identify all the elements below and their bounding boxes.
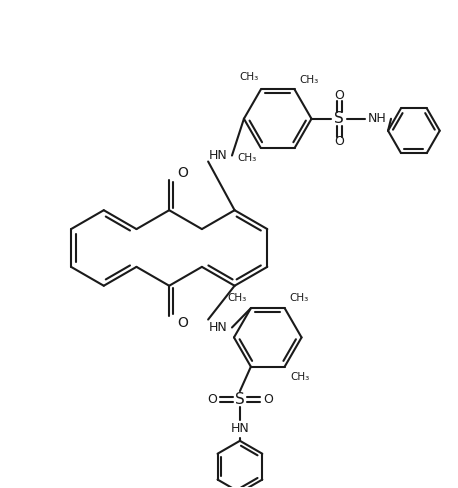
Text: O: O [334, 135, 344, 148]
Text: CH₃: CH₃ [299, 75, 318, 84]
Text: O: O [263, 392, 273, 406]
Text: CH₃: CH₃ [289, 293, 308, 303]
Text: O: O [334, 89, 344, 102]
Text: NH: NH [368, 112, 387, 125]
Text: S: S [334, 111, 344, 126]
Text: O: O [178, 316, 189, 329]
Text: CH₃: CH₃ [239, 72, 258, 81]
Text: O: O [178, 166, 189, 181]
Text: HN: HN [230, 423, 249, 435]
Text: HN: HN [209, 321, 228, 334]
Text: CH₃: CH₃ [227, 293, 246, 303]
Text: CH₃: CH₃ [237, 153, 256, 163]
Text: HN: HN [209, 149, 228, 162]
Text: CH₃: CH₃ [290, 372, 309, 382]
Text: O: O [207, 392, 217, 406]
Text: S: S [235, 391, 245, 407]
